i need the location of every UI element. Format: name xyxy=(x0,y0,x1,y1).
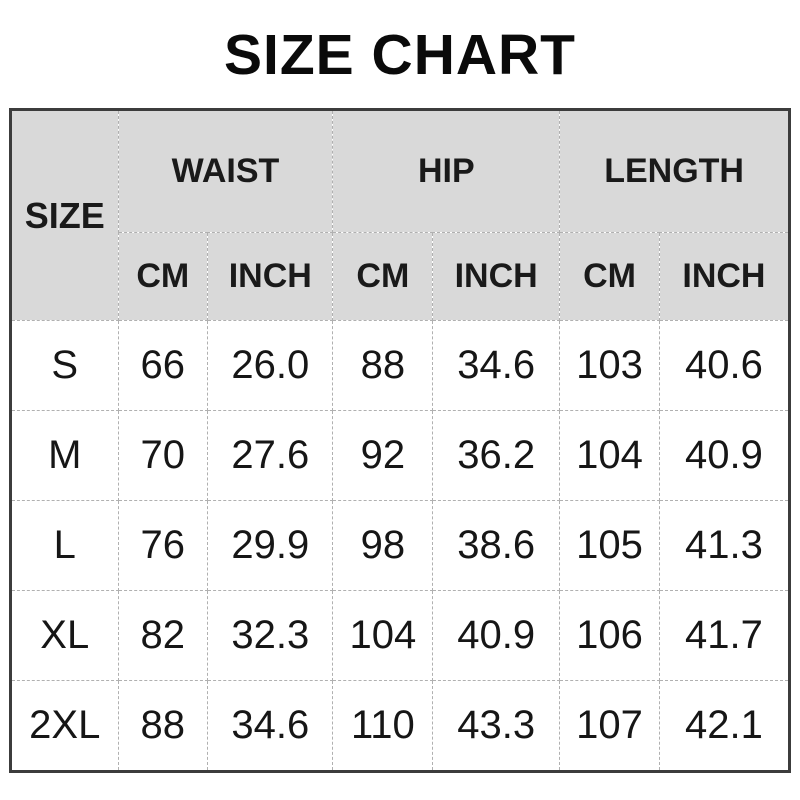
header-length: LENGTH xyxy=(559,109,790,233)
subheader-length-cm: CM xyxy=(559,232,660,321)
size-chart-table: SIZE WAIST HIP LENGTH CM INCH CM INCH CM… xyxy=(9,108,791,773)
table-row: 2XL 88 34.6 110 43.3 107 42.1 xyxy=(10,680,791,772)
value-cell: 40.6 xyxy=(658,320,791,411)
header-hip: HIP xyxy=(332,109,561,233)
value-cell: 41.3 xyxy=(658,500,791,591)
value-cell: 88 xyxy=(117,680,209,772)
value-cell: 29.9 xyxy=(207,500,334,591)
header-size: SIZE xyxy=(10,109,119,321)
subheader-waist-cm: CM xyxy=(117,232,209,321)
size-label-cell: XL xyxy=(10,590,119,681)
value-cell: 103 xyxy=(559,320,660,411)
subheader-hip-cm: CM xyxy=(332,232,434,321)
header-group-row: SIZE WAIST HIP LENGTH xyxy=(10,109,790,321)
size-label-cell: M xyxy=(10,410,119,501)
value-cell: 38.6 xyxy=(432,500,561,591)
value-cell: 42.1 xyxy=(658,680,791,772)
table-row: XL 82 32.3 104 40.9 106 41.7 xyxy=(10,590,791,681)
header-unit-row: CM INCH CM INCH CM INCH xyxy=(11,232,791,321)
table-body: S 66 26.0 88 34.6 103 40.6 M 70 27.6 92 36.2 104 40.9… xyxy=(10,320,791,772)
table-row: M 70 27.6 92 36.2 104 40.9 xyxy=(10,410,791,501)
subheader-length-inch: INCH xyxy=(658,232,791,321)
value-cell: 27.6 xyxy=(207,410,334,501)
value-cell: 36.2 xyxy=(432,410,561,501)
value-cell: 34.6 xyxy=(207,680,334,772)
value-cell: 76 xyxy=(117,500,209,591)
subheader-waist-inch: INCH xyxy=(207,232,334,321)
value-cell: 106 xyxy=(559,590,660,681)
value-cell: 107 xyxy=(559,680,660,772)
subheader-hip-inch: INCH xyxy=(432,232,561,321)
value-cell: 105 xyxy=(559,500,660,591)
size-label-cell: 2XL xyxy=(10,680,119,772)
value-cell: 110 xyxy=(332,680,434,772)
value-cell: 88 xyxy=(332,320,434,411)
value-cell: 26.0 xyxy=(207,320,334,411)
value-cell: 104 xyxy=(559,410,660,501)
value-cell: 98 xyxy=(332,500,434,591)
value-cell: 40.9 xyxy=(432,590,561,681)
value-cell: 40.9 xyxy=(658,410,791,501)
table-row: S 66 26.0 88 34.6 103 40.6 xyxy=(10,320,791,411)
table-header: SIZE WAIST HIP LENGTH CM INCH CM INCH CM… xyxy=(10,109,791,321)
value-cell: 41.7 xyxy=(658,590,791,681)
size-label-cell: L xyxy=(10,500,119,591)
header-waist: WAIST xyxy=(117,109,334,233)
value-cell: 92 xyxy=(332,410,434,501)
value-cell: 70 xyxy=(117,410,209,501)
value-cell: 104 xyxy=(332,590,434,681)
value-cell: 34.6 xyxy=(432,320,561,411)
value-cell: 43.3 xyxy=(432,680,561,772)
value-cell: 82 xyxy=(117,590,209,681)
value-cell: 32.3 xyxy=(207,590,334,681)
table-row: L 76 29.9 98 38.6 105 41.3 xyxy=(10,500,791,591)
value-cell: 66 xyxy=(117,320,209,411)
page-title: SIZE CHART xyxy=(224,23,576,87)
size-label-cell: S xyxy=(10,320,119,411)
